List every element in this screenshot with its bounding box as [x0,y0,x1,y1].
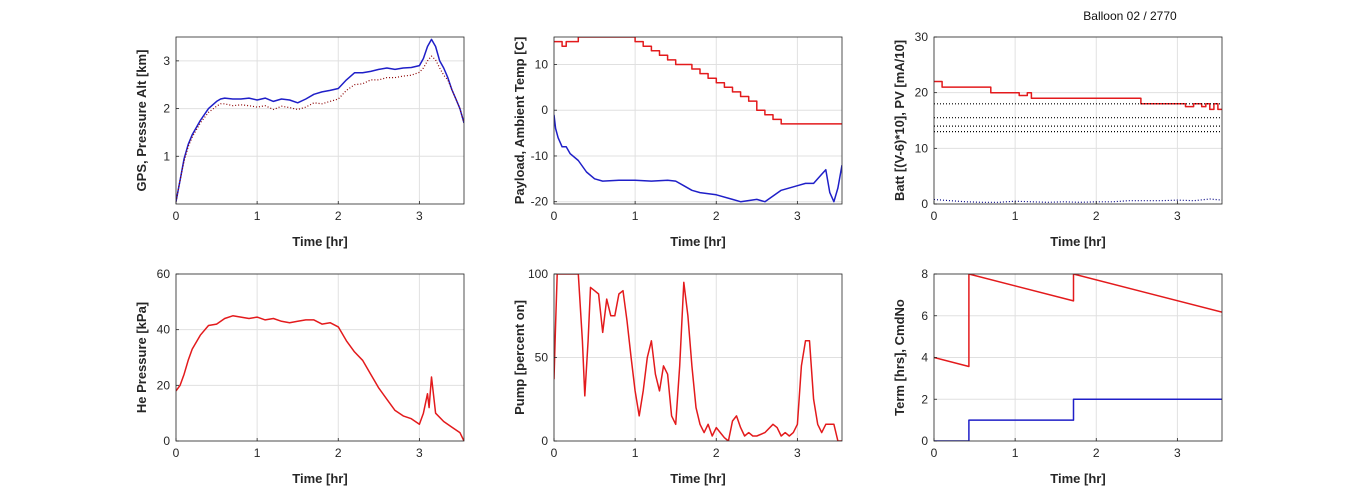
chart-panel-5: 0 1 2 3 0 50 100 Time [hr] Pump [percent on] [512,267,843,486]
x-tick-label: 3 [1174,446,1181,460]
y-axis-label: Batt [(V-6)*10], PV [mA/10] [892,40,907,201]
plot-area [176,37,464,204]
x-tick-label: 1 [1012,209,1019,223]
series-line-1 [176,315,464,441]
chart-panel-6: 0 1 2 3 0 2 4 6 8 Time [hr] Term [hrs], CmdNo [892,267,1223,486]
y-tick-label: 50 [535,351,549,365]
x-axis-label: Time [hr] [670,471,725,486]
plot-area [176,274,464,441]
series-line-2 [176,55,464,202]
y-tick-label: 0 [921,434,928,448]
series-line-2 [934,398,1222,441]
x-tick-label: 0 [551,446,558,460]
x-tick-label: 1 [632,209,639,223]
y-tick-label: -20 [531,195,549,209]
y-tick-label: 0 [541,434,548,448]
x-tick-label: 2 [335,209,342,223]
y-axis-label: GPS, Pressure Alt [km] [134,50,149,192]
x-tick-label: 0 [931,446,938,460]
x-tick-label: 2 [713,209,720,223]
y-tick-label: 0 [541,103,548,117]
x-tick-label: 3 [416,209,423,223]
axes-frame [175,273,465,442]
x-tick-label: 3 [416,446,423,460]
x-tick-label: 2 [1093,209,1100,223]
y-tick-label: 2 [921,392,928,406]
x-tick-label: 0 [173,209,180,223]
x-tick-label: 2 [335,446,342,460]
axes-frame [175,36,465,205]
x-tick-label: 1 [632,446,639,460]
y-tick-label: -10 [531,149,549,163]
y-tick-label: 30 [915,30,929,44]
y-tick-label: 10 [915,141,929,155]
series-line-2 [554,114,842,203]
y-tick-label: 60 [157,267,171,281]
y-axis-label: Term [hrs], CmdNo [892,299,907,416]
axes-frame [933,36,1223,205]
y-tick-label: 3 [163,54,170,68]
chart-panel-4: 0 1 2 3 0 20 40 60 Time [hr] He Pressure [kPa] [134,267,465,486]
x-axis-label: Time [hr] [292,471,347,486]
y-tick-label: 100 [528,267,548,281]
x-tick-label: 1 [1012,446,1019,460]
x-axis-label: Time [hr] [1050,234,1105,249]
y-tick-label: 10 [535,57,549,71]
y-tick-label: 2 [163,102,170,116]
y-axis-label: Pump [percent on] [512,300,527,415]
x-tick-label: 1 [254,209,261,223]
series-line-1 [934,80,1222,111]
y-tick-label: 0 [921,197,928,211]
y-tick-label: 1 [163,149,170,163]
x-axis-label: Time [hr] [670,234,725,249]
y-tick-label: 20 [915,86,929,100]
y-axis-label: Payload, Ambient Temp [C] [512,37,527,205]
series-line-6 [934,198,1222,203]
x-tick-label: 1 [254,446,261,460]
x-tick-label: 3 [1174,209,1181,223]
x-tick-label: 0 [551,209,558,223]
y-tick-label: 6 [921,309,928,323]
y-tick-label: 4 [921,351,928,365]
x-tick-label: 3 [794,209,801,223]
chart-panel-1: 0 1 2 3 1 2 3 Time [hr] GPS, Pressure Alt [km] [134,36,465,249]
chart-panel-2: 0 1 2 3 -20 -10 0 10 Time [hr] Payload, Ambient T… [512,36,843,249]
series-line-1 [176,38,464,202]
x-tick-label: 0 [173,446,180,460]
y-tick-label: 20 [157,378,171,392]
figure-title: Balloon 02 / 2770 [1083,9,1177,23]
series-line-1 [554,37,842,125]
x-tick-label: 2 [713,446,720,460]
y-tick-label: 8 [921,267,928,281]
series-line-1 [934,274,1222,368]
axes-frame [553,36,843,205]
x-axis-label: Time [hr] [1050,471,1105,486]
series-line-1 [554,274,842,441]
y-tick-label: 0 [163,434,170,448]
x-tick-label: 0 [931,209,938,223]
x-tick-label: 2 [1093,446,1100,460]
plot-area [934,37,1222,204]
x-axis-label: Time [hr] [292,234,347,249]
y-axis-label: He Pressure [kPa] [134,302,149,413]
x-tick-label: 3 [794,446,801,460]
y-tick-label: 40 [157,323,171,337]
